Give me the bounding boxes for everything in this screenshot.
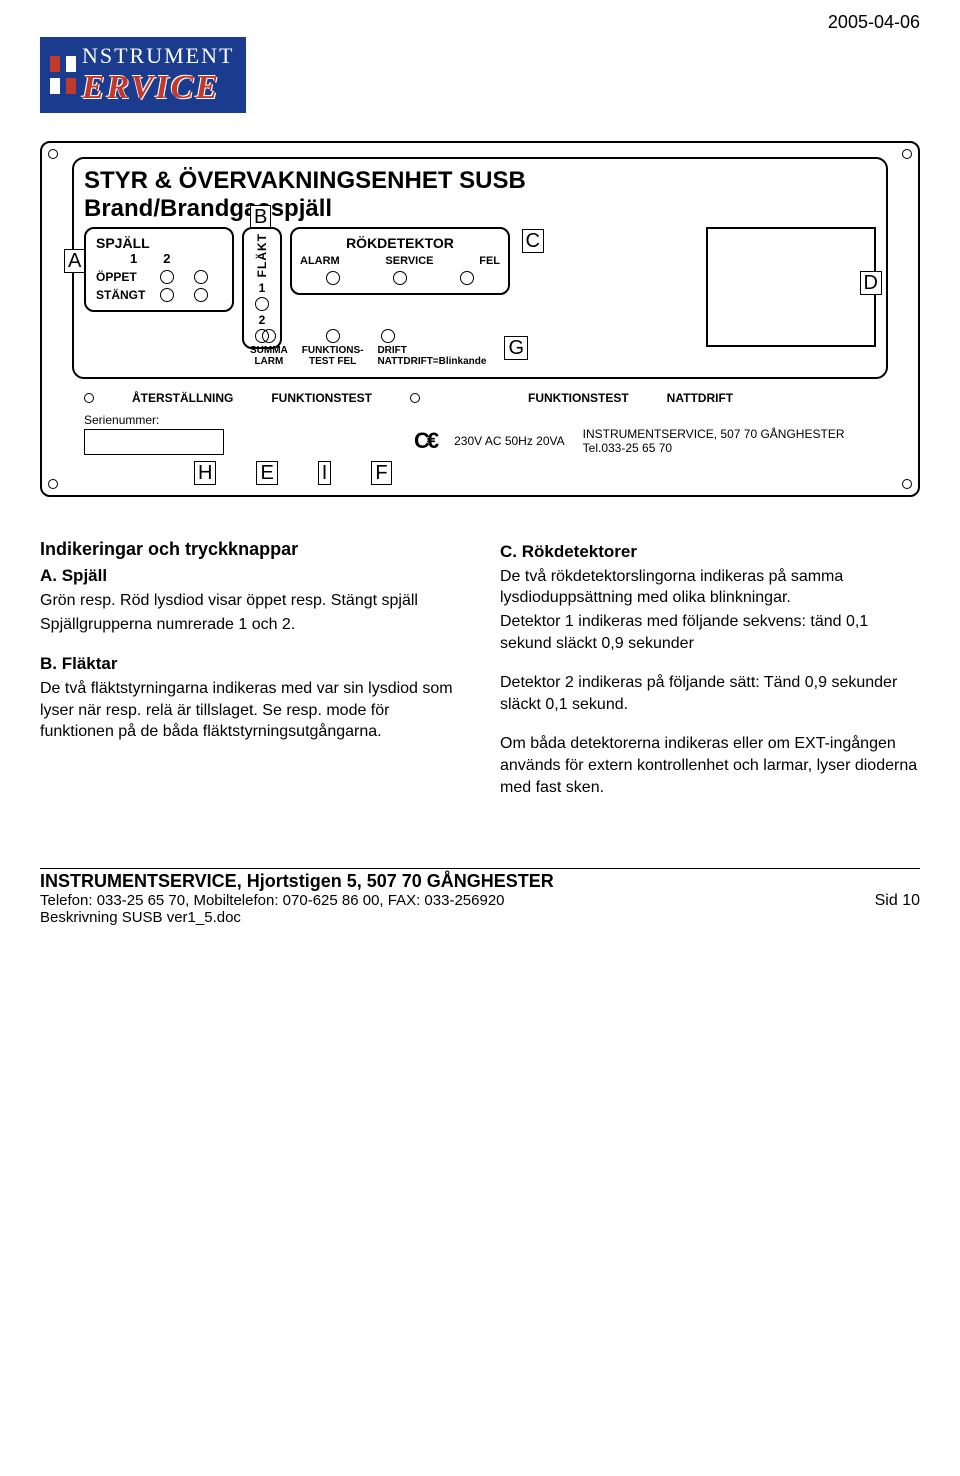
c-text-2: Detektor 1 indikeras med följande sekven…	[500, 611, 920, 654]
rok-label: RÖKDETEKTOR	[300, 235, 500, 251]
aterstallning-label: ÅTERSTÄLLNING	[132, 391, 233, 405]
page-date: 2005-04-06	[40, 12, 920, 33]
spjall-label: SPJÄLL	[96, 235, 150, 251]
nattdrift-label: NATTDRIFT=Blinkande	[377, 356, 486, 367]
led-icon	[460, 271, 474, 285]
led-icon	[194, 288, 208, 302]
spjall-num-1: 1	[130, 251, 137, 266]
marker-b: B	[250, 205, 271, 229]
led-icon	[160, 288, 174, 302]
a-heading: A. Spjäll	[40, 565, 460, 588]
a-text-2: Spjällgrupperna numrerade 1 och 2.	[40, 614, 460, 636]
mounting-hole-icon	[902, 149, 912, 159]
stangt-label: STÄNGT	[96, 288, 150, 302]
led-icon	[194, 270, 208, 284]
footer-contact: Telefon: 033-25 65 70, Mobiltelefon: 070…	[40, 892, 505, 909]
spjall-num-2: 2	[163, 251, 170, 266]
page-number: Sid 10	[875, 892, 920, 910]
b-text-1: De två fläktstyrningarna indikeras med v…	[40, 678, 460, 743]
flakt-num-1: 1	[259, 281, 266, 295]
device-panel: STYR & ÖVERVAKNINGSENHET SUSB Brand/Bran…	[40, 141, 920, 497]
larm-label: LARM	[250, 356, 288, 367]
led-icon	[393, 271, 407, 285]
display-box	[706, 227, 876, 347]
c-text-3: Detektor 2 indikeras på följande sätt: T…	[500, 672, 920, 715]
button-hole-icon	[84, 393, 94, 403]
button-row: ÅTERSTÄLLNING FUNKTIONSTEST FUNKTIONSTES…	[84, 391, 906, 405]
marker-a: A	[64, 249, 85, 273]
ce-mark-icon: C€	[414, 428, 436, 454]
marker-e: E	[256, 461, 277, 485]
rokdetektor-group: RÖKDETEKTOR ALARM SERVICE FEL	[290, 227, 510, 295]
led-icon	[255, 329, 269, 343]
serienummer-label: Serienummer:	[84, 413, 224, 427]
company-label: INSTRUMENTSERVICE, 507 70 GÅNGHESTER	[583, 427, 845, 441]
left-column: Indikeringar och tryckknappar A. Spjäll …	[40, 537, 460, 798]
page-footer: INSTRUMENTSERVICE, Hjortstigen 5, 507 70…	[40, 871, 920, 926]
serienummer-box	[84, 429, 224, 455]
marker-c: C	[522, 229, 544, 253]
panel-subtitle: Brand/Brandgasspjäll	[84, 195, 876, 223]
marker-h: H	[194, 461, 216, 485]
marker-f: F	[371, 461, 391, 485]
button-hole-icon	[410, 393, 420, 403]
flakt-group: FLÄKT 1 2	[242, 227, 282, 349]
spjall-group: SPJÄLL A 1 2 ÖPPET STÄNGT	[84, 227, 234, 312]
led-icon	[160, 270, 174, 284]
funktionstest-label: FUNKTIONSTEST	[271, 391, 372, 405]
logo-text-top: NSTRUMENT	[82, 43, 234, 69]
right-column: C. Rökdetektorer De två rökdetektorsling…	[500, 537, 920, 798]
marker-i: I	[318, 461, 332, 485]
panel-title: STYR & ÖVERVAKNINGSENHET SUSB	[84, 167, 876, 195]
footer-divider	[40, 868, 920, 869]
mounting-hole-icon	[48, 149, 58, 159]
tel-label: Tel.033-25 65 70	[583, 441, 845, 455]
marker-d: D	[860, 271, 882, 295]
c-text-4: Om båda detektorerna indikeras eller om …	[500, 733, 920, 798]
led-icon	[255, 297, 269, 311]
company-logo: NSTRUMENT ERVICE	[40, 37, 246, 113]
c-heading: C. Rökdetektorer	[500, 541, 920, 564]
description-columns: Indikeringar och tryckknappar A. Spjäll …	[40, 537, 920, 798]
nattdrift-btn-label: NATTDRIFT	[667, 391, 733, 405]
alarm-label: ALARM	[300, 255, 340, 267]
fel-label: FEL	[479, 255, 500, 267]
mounting-hole-icon	[902, 479, 912, 489]
footer-company: INSTRUMENTSERVICE, Hjortstigen 5, 507 70…	[40, 871, 920, 892]
footer-filename: Beskrivning SUSB ver1_5.doc	[40, 909, 920, 926]
led-icon	[326, 271, 340, 285]
logo-icon	[46, 52, 80, 98]
service-label: SERVICE	[385, 255, 433, 267]
flakt-num-2: 2	[259, 313, 266, 327]
section-heading: Indikeringar och tryckknappar	[40, 537, 460, 561]
mounting-hole-icon	[48, 479, 58, 489]
logo-text-bottom: ERVICE	[82, 69, 234, 107]
c-text-1: De två rökdetektorslingorna indikeras på…	[500, 566, 920, 609]
flakt-label: FLÄKT	[255, 233, 269, 277]
a-text-1: Grön resp. Röd lysdiod visar öppet resp.…	[40, 590, 460, 612]
b-heading: B. Fläktar	[40, 653, 460, 676]
oppet-label: ÖPPET	[96, 270, 150, 284]
panel-inner: STYR & ÖVERVAKNINGSENHET SUSB Brand/Bran…	[72, 157, 888, 379]
funktionstest2-label: FUNKTIONSTEST	[528, 391, 629, 405]
testfel-label: TEST FEL	[302, 356, 364, 367]
power-label: 230V AC 50Hz 20VA	[454, 434, 565, 448]
